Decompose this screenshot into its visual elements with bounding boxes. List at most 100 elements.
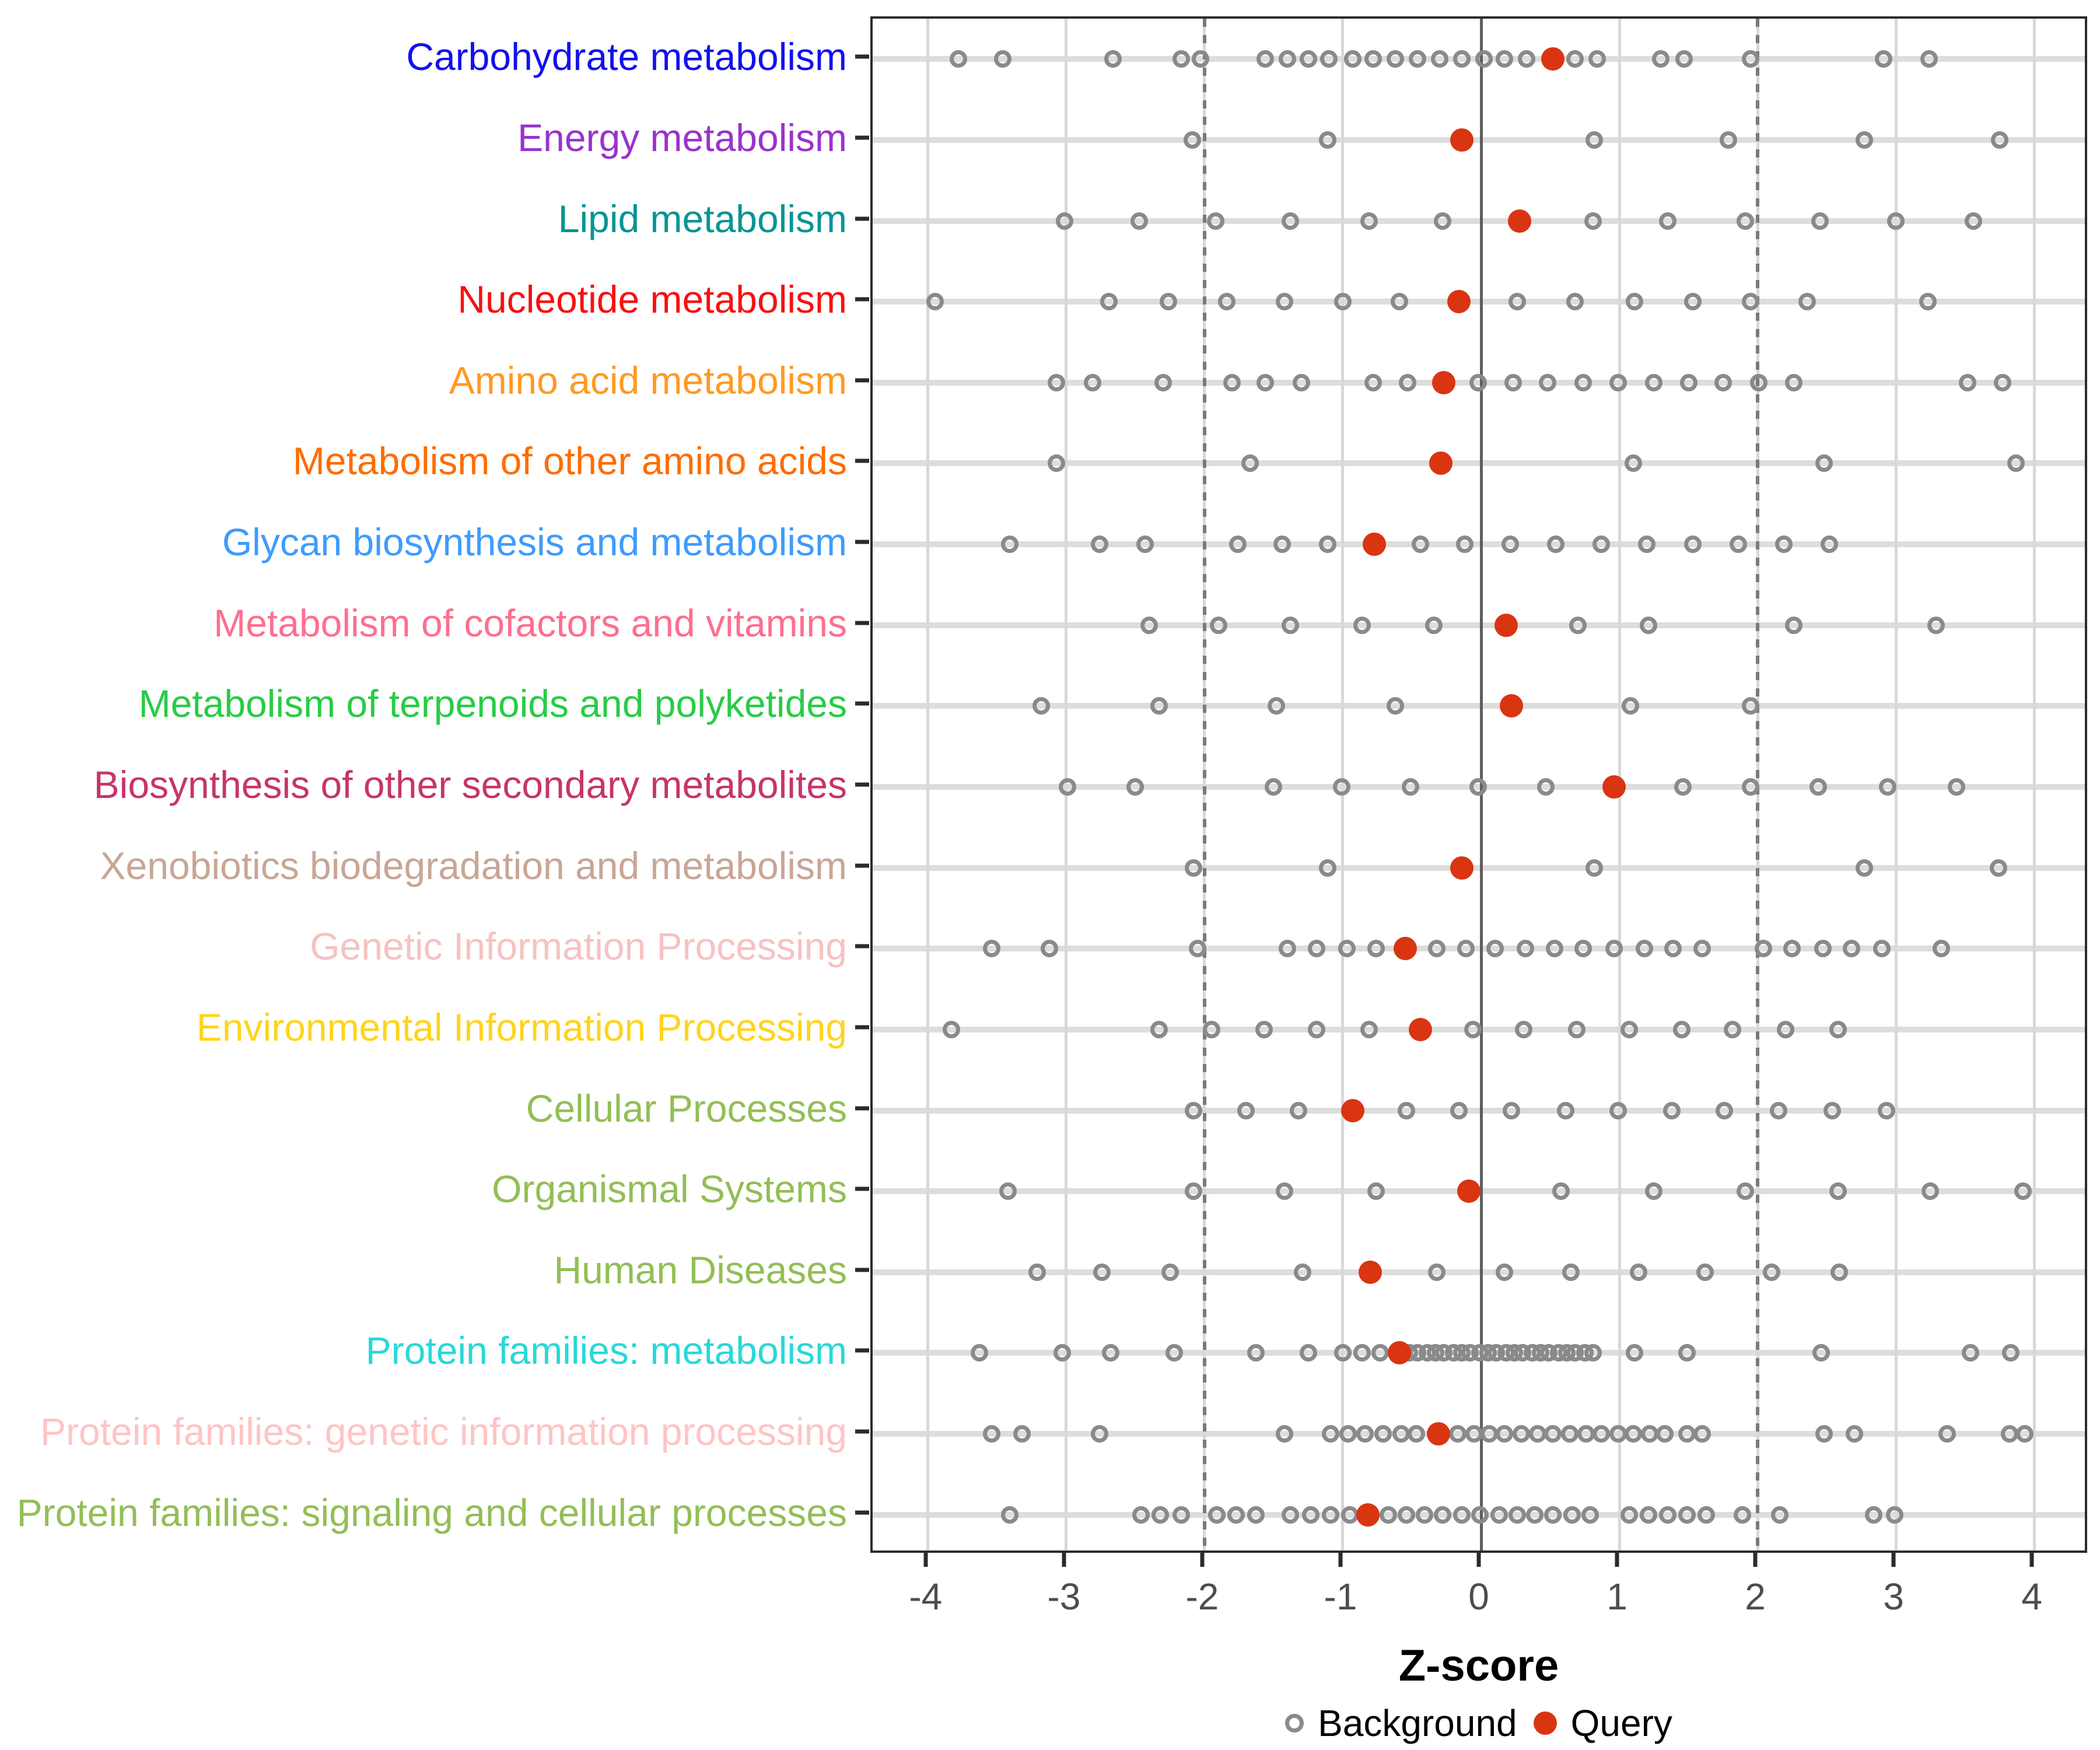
- x-axis-tick-label: 4: [2021, 1576, 2042, 1618]
- background-point: [1053, 1344, 1071, 1362]
- background-point: [1294, 1263, 1312, 1281]
- background-point: [1504, 373, 1522, 391]
- background-point: [1720, 131, 1738, 149]
- background-point: [1588, 50, 1606, 68]
- background-point: [1356, 1425, 1374, 1443]
- background-point: [1320, 50, 1338, 68]
- background-point: [1776, 1020, 1794, 1038]
- background-point: [1206, 212, 1224, 230]
- threshold-dashed-line: [1202, 19, 1206, 1550]
- background-point: [1922, 1182, 1940, 1200]
- background-point: [1584, 1344, 1602, 1362]
- row-band: [873, 703, 2085, 709]
- background-point: [1228, 536, 1247, 554]
- category-label: Amino acid metabolism: [449, 358, 847, 402]
- background-point: [1101, 1344, 1119, 1362]
- background-point: [1592, 1425, 1611, 1443]
- background-point: [1367, 940, 1385, 958]
- background-point: [1769, 1101, 1787, 1119]
- background-point: [1586, 131, 1604, 149]
- background-point: [1428, 1263, 1446, 1281]
- background-point: [1815, 1425, 1833, 1443]
- background-point: [1140, 616, 1158, 634]
- x-axis-tick-label: 1: [1606, 1576, 1628, 1618]
- background-point: [1276, 293, 1294, 311]
- grid-line: [2032, 19, 2036, 1550]
- background-point: [1281, 1506, 1299, 1524]
- background-point: [1562, 1263, 1580, 1281]
- y-axis-tick: [855, 459, 869, 463]
- background-point: [1698, 1506, 1716, 1524]
- background-point: [1399, 373, 1417, 391]
- query-point: [1356, 1503, 1380, 1527]
- x-axis-title: Z-score: [1398, 1641, 1559, 1690]
- background-point: [1048, 373, 1066, 391]
- background-point: [1810, 778, 1828, 796]
- background-point: [1873, 940, 1891, 958]
- background-point: [1013, 1425, 1031, 1443]
- background-point: [1645, 373, 1663, 391]
- x-axis-tick: [1891, 1553, 1896, 1567]
- background-point: [1586, 859, 1604, 877]
- background-point: [999, 1182, 1017, 1200]
- background-point: [1093, 1263, 1111, 1281]
- background-point: [1547, 536, 1564, 554]
- background-point: [1672, 1020, 1690, 1038]
- background-point: [1885, 1506, 1903, 1524]
- background-point: [1318, 131, 1336, 149]
- background-point: [1380, 1506, 1398, 1524]
- background-point: [1247, 1506, 1265, 1524]
- background-point: [1255, 1020, 1273, 1038]
- background-point: [1302, 1506, 1320, 1524]
- x-axis-tick-label: 3: [1883, 1576, 1904, 1618]
- legend: Background Query: [870, 1702, 2087, 1745]
- background-point: [1408, 50, 1426, 68]
- background-point: [1645, 1182, 1663, 1200]
- background-point: [1433, 212, 1451, 230]
- background-point: [1279, 940, 1297, 958]
- category-label: Metabolism of cofactors and vitamins: [214, 601, 847, 645]
- background-point: [1679, 373, 1698, 391]
- background-point: [1496, 50, 1514, 68]
- background-point: [1184, 1101, 1202, 1119]
- background-point: [1160, 293, 1178, 311]
- background-point: [1569, 616, 1587, 634]
- background-point: [1664, 940, 1682, 958]
- background-point: [1990, 131, 2008, 149]
- background-point: [1307, 940, 1325, 958]
- background-point: [1321, 1425, 1339, 1443]
- row-band: [873, 218, 2085, 224]
- background-point: [1635, 940, 1653, 958]
- background-point: [1237, 1101, 1255, 1119]
- background-point: [1503, 1101, 1521, 1119]
- background-point: [1490, 1506, 1508, 1524]
- background-point: [1734, 1506, 1752, 1524]
- background-point: [1433, 1506, 1451, 1524]
- background-point: [926, 293, 944, 311]
- x-axis-tick-label: 0: [1468, 1576, 1489, 1618]
- row-band: [873, 946, 2085, 952]
- background-point: [1189, 940, 1207, 958]
- background-point: [1784, 373, 1803, 391]
- background-point: [1469, 373, 1488, 391]
- background-point: [1566, 50, 1584, 68]
- y-axis-tick: [855, 782, 869, 787]
- background-point: [1824, 1101, 1842, 1119]
- background-point: [1411, 536, 1429, 554]
- legend-item-background: Background: [1285, 1702, 1517, 1745]
- background-point: [1762, 1263, 1780, 1281]
- background-point: [1814, 940, 1832, 958]
- background-point: [1397, 1101, 1415, 1119]
- background-point: [1471, 1506, 1489, 1524]
- background-point: [993, 50, 1012, 68]
- x-axis-tick-label: 2: [1745, 1576, 1766, 1618]
- category-label: Energy metabolism: [517, 116, 847, 159]
- query-point: [1494, 613, 1518, 637]
- background-point: [1736, 1182, 1754, 1200]
- background-point: [1736, 212, 1754, 230]
- background-point: [1742, 697, 1760, 715]
- background-point: [1299, 1344, 1317, 1362]
- background-point: [1464, 1020, 1482, 1038]
- background-point: [1241, 454, 1259, 473]
- background-point: [1784, 616, 1803, 634]
